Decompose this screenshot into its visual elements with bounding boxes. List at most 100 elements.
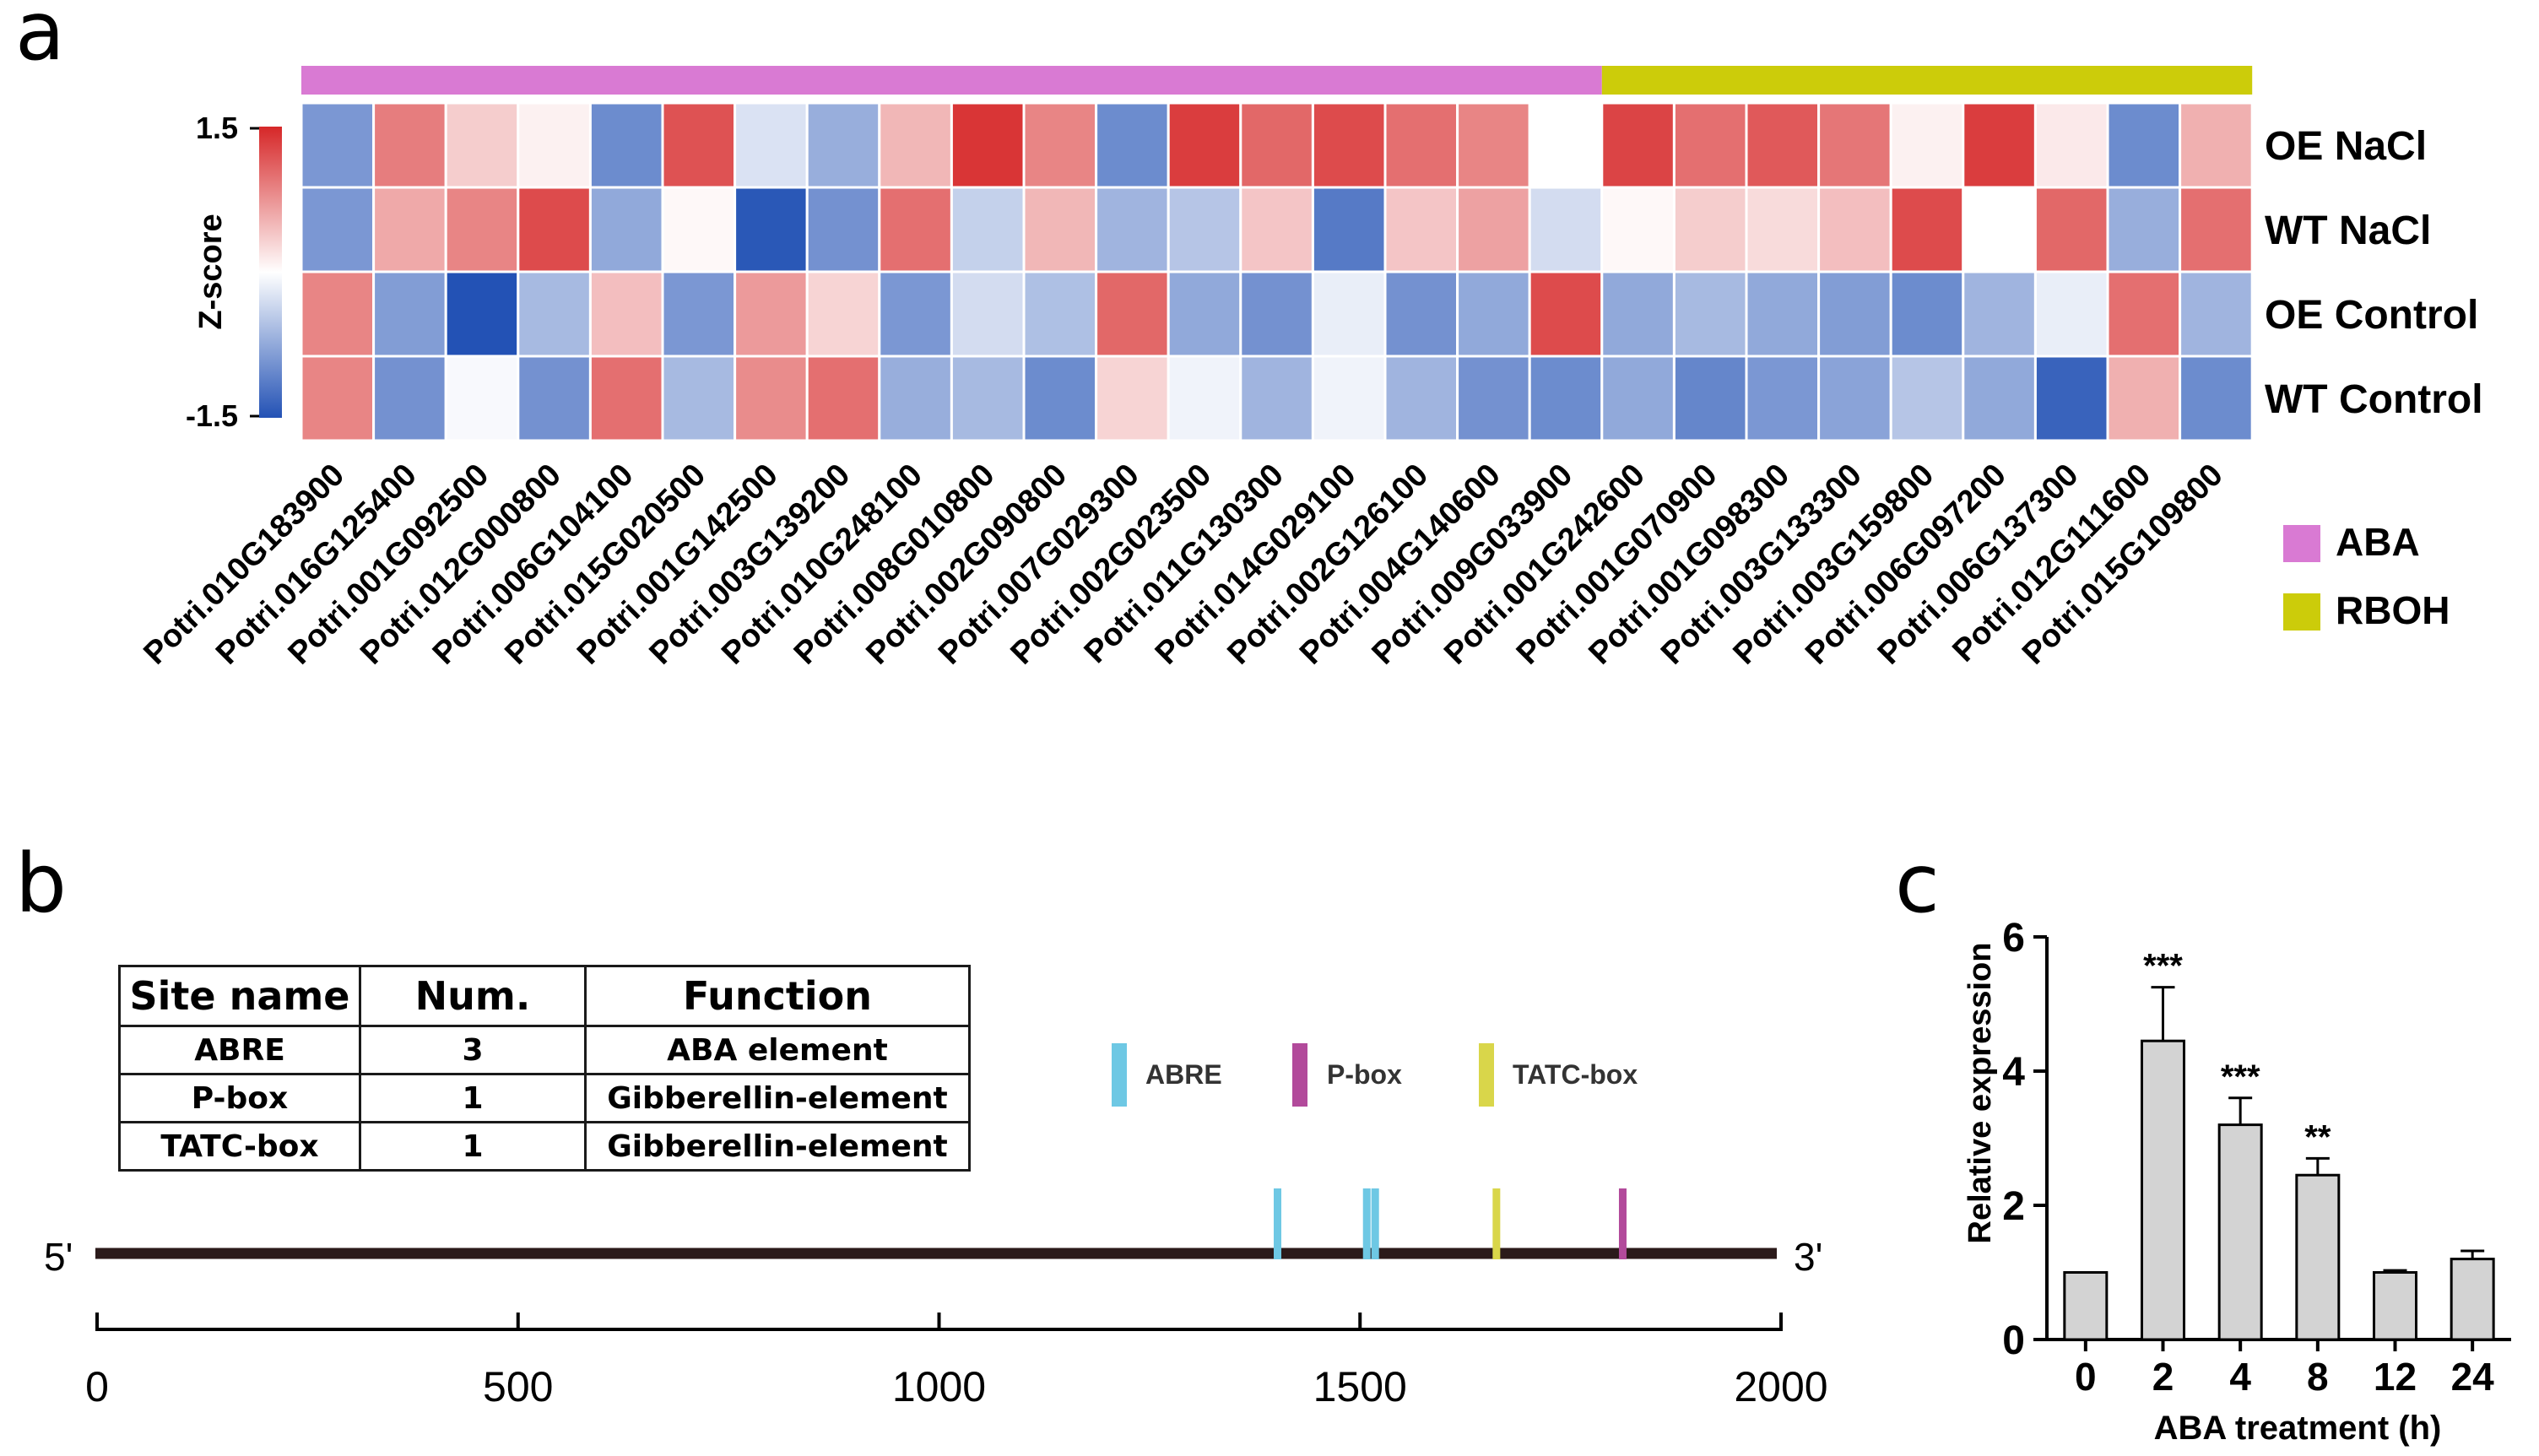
heatmap-cell [1167,355,1242,442]
heatmap-cell [1239,270,1314,358]
heatmap-cell [2033,270,2109,358]
cis-element-table: Site name Num. Function ABRE 3 ABA eleme… [118,965,971,1172]
y-tick-label: 0 [2002,1318,2025,1363]
bar-xlabel: ABA treatment (h) [2154,1410,2442,1447]
table-cell: P-box [118,1073,361,1123]
heatmap-cell [300,186,376,273]
heatmap-cell [1167,270,1242,358]
position-axis-tick-label: 500 [483,1363,553,1410]
table-cell: 3 [359,1025,587,1075]
site-mark-abre [1371,1188,1379,1259]
heatmap-cell [2106,186,2182,273]
heatmap-cell [1311,355,1387,442]
legend-tatc-label: TATC-box [1513,1059,1638,1090]
heatmap-cell [1311,186,1387,273]
table-row: ABRE 3 ABA element [118,1025,971,1075]
heatmap-cell [1600,270,1676,358]
heatmap-cell [517,101,592,189]
position-axis-tick-label: 0 [85,1363,109,1410]
heatmap-cell [444,270,520,358]
heatmap-cell [2033,355,2109,442]
x-tick-label: 24 [2451,1355,2495,1399]
bar [2295,1173,2341,1341]
heatmap-cell [1672,186,1748,273]
heatmap-cell [661,101,737,189]
heatmap-cell [517,270,592,358]
legend-rboh-swatch [2283,593,2320,631]
heatmap-cell [1383,270,1459,358]
heatmap-cell [878,186,953,273]
table-header: Function [584,965,971,1027]
panel-b-label: b [15,836,67,931]
cis-element-sites [1273,1188,1627,1259]
bar [2141,1039,2185,1341]
zscore-colorbar: 1.5 -1.5 Z-score [186,111,282,433]
heatmap-cell [1383,355,1459,442]
site-mark-tatc-box [1492,1188,1501,1259]
heatmap-cell [444,355,520,442]
heatmap-cell [1817,101,1892,189]
bar-ylabel: Relative expression [1962,943,1998,1244]
heatmap-cell [1383,101,1459,189]
heatmap-cell [878,270,953,358]
x-tick-label: 0 [2075,1355,2097,1399]
group-legend: ABA RBOH [2283,520,2450,632]
heatmap-cell [950,355,1026,442]
legend-abre-swatch [1112,1043,1127,1107]
heatmap-cell [734,101,809,189]
bar [2063,1271,2109,1341]
heatmap-cell [588,270,664,358]
significance-label: ** [2304,1118,2331,1156]
heatmap-cell [1962,186,2037,273]
legend-aba-label: ABA [2336,520,2420,564]
heatmap-cell [1022,270,1098,358]
heatmap-cell [1095,101,1170,189]
heatmap-cell [517,355,592,442]
legend-aba-swatch [2283,525,2320,562]
heatmap-cell [805,270,881,358]
heatmap-row-labels: OE NaCl WT NaCl OE Control WT Control [2265,124,2483,422]
position-axis-tick-label: 1500 [1313,1363,1407,1410]
heatmap-cell [588,101,664,189]
x-tick-label: 12 [2374,1355,2417,1399]
heatmap-cell [1456,270,1531,358]
table-cell: 1 [359,1121,587,1172]
table-row: P-box 1 Gibberellin-element [118,1073,971,1123]
heatmap-cell [1022,101,1098,189]
colorbar-min-label: -1.5 [186,398,238,433]
heatmap-cell [1456,355,1531,442]
heatmap-cell [878,101,953,189]
heatmap-cell [1095,270,1170,358]
table-cell: Gibberellin-element [584,1073,971,1123]
heatmap-cell [300,355,376,442]
heatmap-cell [1600,186,1676,273]
heatmap-cell [734,355,809,442]
heatmap-cell [1239,101,1314,189]
heatmap-cell [1167,186,1242,273]
legend-pbox-label: P-box [1327,1059,1402,1090]
heatmap-cell [1022,186,1098,273]
heatmap-cell [2179,355,2254,442]
heatmap-cell [1889,270,1965,358]
heatmap-cell [1889,101,1965,189]
group-annotation-bar [301,66,2253,95]
five-prime-label: 5' [44,1235,73,1279]
bar [2217,1123,2263,1341]
heatmap-cell [1167,101,1242,189]
significance-label: *** [2143,948,2183,985]
heatmap-row-label: OE NaCl [2265,124,2427,169]
bar [2373,1271,2417,1341]
heatmap-cell [1528,270,1604,358]
panel-c-label: c [1895,836,1940,931]
heatmap-cell [588,355,664,442]
y-tick-label: 2 [2002,1184,2025,1229]
three-prime-label: 3' [1794,1235,1822,1279]
panel-a-label: a [15,0,65,78]
heatmap-cell [1962,355,2037,442]
heatmap-cell [1817,186,1892,273]
heatmap-cell [1817,270,1892,358]
heatmap-cell [1672,355,1748,442]
heatmap-cell [1022,355,1098,442]
heatmap-cell [2179,101,2254,189]
